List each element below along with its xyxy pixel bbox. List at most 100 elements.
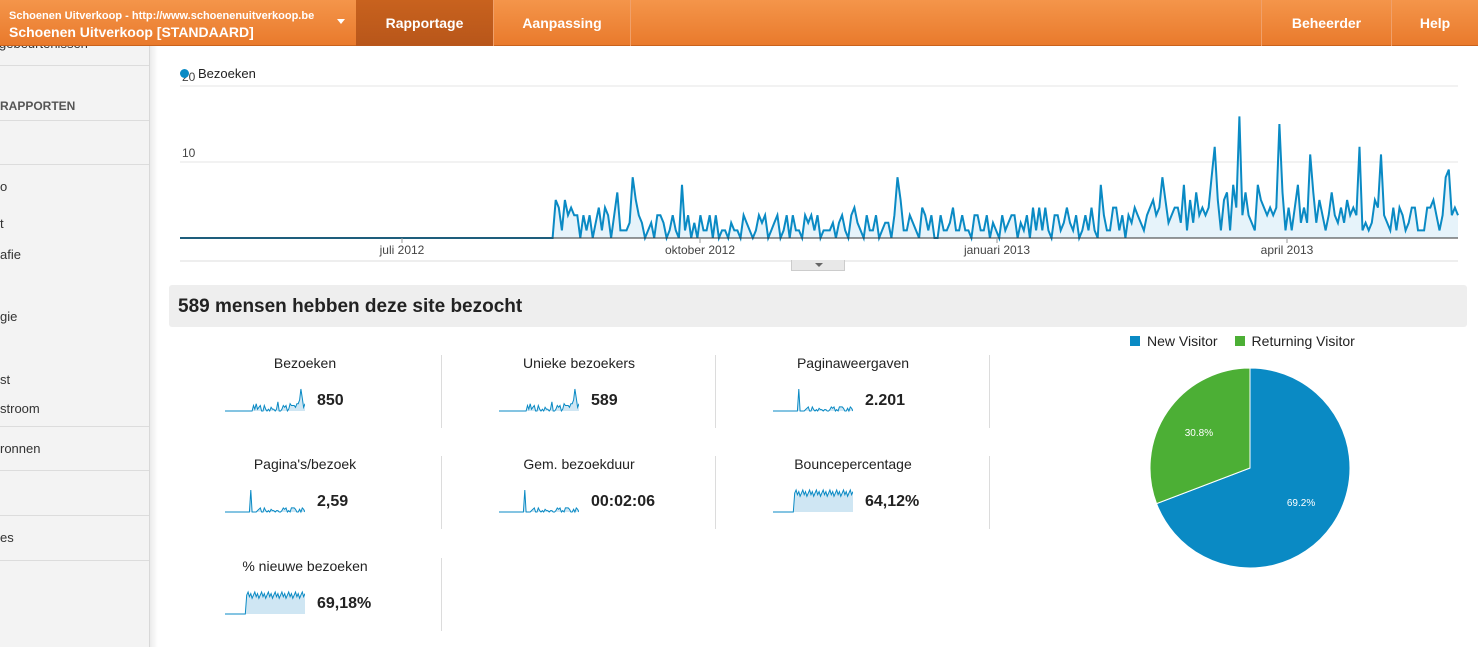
sparkline-line <box>225 388 305 413</box>
metric-divider <box>715 355 716 428</box>
legend-swatch-icon <box>1234 336 1245 346</box>
sidebar-divider <box>0 426 149 427</box>
pie-slice-0 <box>1155 367 1351 569</box>
metric-value: 2,59 <box>317 493 349 510</box>
metric-divider <box>441 456 442 529</box>
metric-bouncepercentage[interactable]: Bouncepercentage 64,12% <box>718 456 988 546</box>
sparkline-line <box>225 590 305 615</box>
legend-label: New Visitor <box>1147 333 1218 349</box>
tab-help[interactable]: Help <box>1419 15 1451 31</box>
sparkline <box>499 388 579 413</box>
sparkline <box>499 489 579 514</box>
sidebar-item-ronnen[interactable]: ronnen <box>0 441 41 456</box>
sidebar-divider <box>0 164 149 165</box>
top-bar: Schoenen Uitverkoop - http://www.schoene… <box>0 0 1478 46</box>
x-tick-label: juli 2012 <box>379 243 425 257</box>
y-tick-label: 10 <box>182 146 196 160</box>
metric-label: Bouncepercentage <box>794 456 912 472</box>
metric-label: % nieuwe bezoeken <box>242 558 368 574</box>
metric-value: 00:02:06 <box>591 493 656 510</box>
sparkline <box>225 388 305 413</box>
metric-value: 69,18% <box>317 595 372 612</box>
pie-slice-label: 69.2% <box>1287 498 1315 509</box>
metric-paginaweergaven[interactable]: Paginaweergaven 2.201 <box>718 355 988 445</box>
sparkline-area <box>773 490 853 512</box>
metric-gem-bezoekduur[interactable]: Gem. bezoekduur 00:02:06 <box>444 456 714 546</box>
sidebar-divider <box>0 560 149 561</box>
summary-title: 589 mensen hebben deze site bezocht <box>178 296 523 317</box>
legend-label: Bezoeken <box>198 66 256 81</box>
metric-divider <box>989 456 990 529</box>
metric-divider <box>441 355 442 428</box>
sidebar-divider <box>0 470 149 471</box>
metric-divider <box>715 456 716 529</box>
sidebar-item-es[interactable]: es <box>0 530 14 545</box>
metric-label: Unieke bezoekers <box>522 355 636 371</box>
metric-divider <box>441 558 442 631</box>
chevron-down-icon <box>815 263 823 267</box>
chevron-down-icon <box>337 19 345 24</box>
chart-legend: Bezoeken <box>180 66 256 81</box>
sidebar-item-afie[interactable]: afie <box>0 247 21 262</box>
metric-paginas-per-bezoek[interactable]: Pagina's/bezoek 2,59 <box>170 456 440 546</box>
metric-value: 64,12% <box>865 493 920 510</box>
x-tick-label: april 2013 <box>1261 243 1314 257</box>
sidebar-item-o[interactable]: o <box>0 179 8 194</box>
sidebar-divider <box>0 120 149 121</box>
legend-item-new-visitor: New Visitor <box>1130 333 1218 349</box>
sparkline-area <box>225 389 305 411</box>
sparkline-line <box>773 488 853 513</box>
sidebar-item-stroom[interactable]: stroom <box>0 401 40 416</box>
pie-legend: New Visitor Returning Visitor <box>1130 333 1372 349</box>
metric-unieke-bezoekers[interactable]: Unieke bezoekers 589 <box>444 355 714 445</box>
sidebar-shadow <box>150 46 158 647</box>
sidebar-header-rapporten: RAPPORTEN <box>0 99 76 113</box>
metric-divider <box>989 355 990 428</box>
metric-bezoeken[interactable]: Bezoeken 850 <box>170 355 440 445</box>
sidebar-item-gebeurtenissen[interactable]: gebeurtenissen <box>0 46 88 51</box>
metric-label: Bezoeken <box>273 355 337 371</box>
visitor-pie-chart: 69.2% 30.8% <box>1149 367 1351 569</box>
sparkline-line <box>773 388 853 413</box>
sparkline <box>225 489 305 514</box>
sparkline-line <box>499 489 579 514</box>
metric-label: Pagina's/bezoek <box>253 456 357 472</box>
sidebar-divider <box>0 65 149 66</box>
sidebar-divider <box>0 515 149 516</box>
tab-aanpassing[interactable]: Aanpassing <box>494 0 631 46</box>
pie-slice-label: 30.8% <box>1185 428 1213 439</box>
metric-label: Paginaweergaven <box>796 355 910 371</box>
sparkline <box>773 388 853 413</box>
sparkline-area <box>499 389 579 411</box>
x-tick-label: oktober 2012 <box>665 243 735 257</box>
metric-value: 850 <box>317 392 344 409</box>
metric-label: Gem. bezoekduur <box>523 456 635 472</box>
sidebar-item-st[interactable]: st <box>0 372 11 387</box>
metric-nieuwe-bezoeken[interactable]: % nieuwe bezoeken 69,18% <box>170 558 440 648</box>
account-url: Schoenen Uitverkoop - http://www.schoene… <box>9 10 315 22</box>
x-tick-label: januari 2013 <box>963 243 1030 257</box>
sparkline <box>225 590 305 615</box>
legend-label: Returning Visitor <box>1251 333 1355 349</box>
metric-value: 589 <box>591 392 618 409</box>
series-area <box>180 116 1458 238</box>
summary-bar: 589 mensen hebben deze site bezocht <box>169 285 1467 327</box>
sidebar-item-t[interactable]: t <box>0 216 4 231</box>
chart-expand-handle[interactable] <box>791 260 845 271</box>
sidebar-item-gie[interactable]: gie <box>0 309 18 324</box>
tab-rapportage[interactable]: Rapportage <box>356 0 494 46</box>
account-selector[interactable]: Schoenen Uitverkoop - http://www.schoene… <box>0 0 356 46</box>
pie-slice-1 <box>1149 367 1251 505</box>
sparkline <box>773 488 853 513</box>
sparkline-area <box>225 592 305 614</box>
account-name: Schoenen Uitverkoop [STANDAARD] <box>9 24 254 40</box>
visits-line-chart: 10 20 juli 2012 oktober 2012 januari 2013 apr… <box>170 58 1470 278</box>
metric-value: 2.201 <box>865 392 906 409</box>
sparkline-line <box>499 388 579 413</box>
tab-beheerder[interactable]: Beheerder <box>1261 0 1392 46</box>
legend-item-returning-visitor: Returning Visitor <box>1234 333 1355 349</box>
legend-swatch-icon <box>1130 336 1140 346</box>
sidebar: gebeurtenissen RAPPORTEN o t afie gie st… <box>0 46 150 647</box>
sparkline-line <box>225 489 305 514</box>
